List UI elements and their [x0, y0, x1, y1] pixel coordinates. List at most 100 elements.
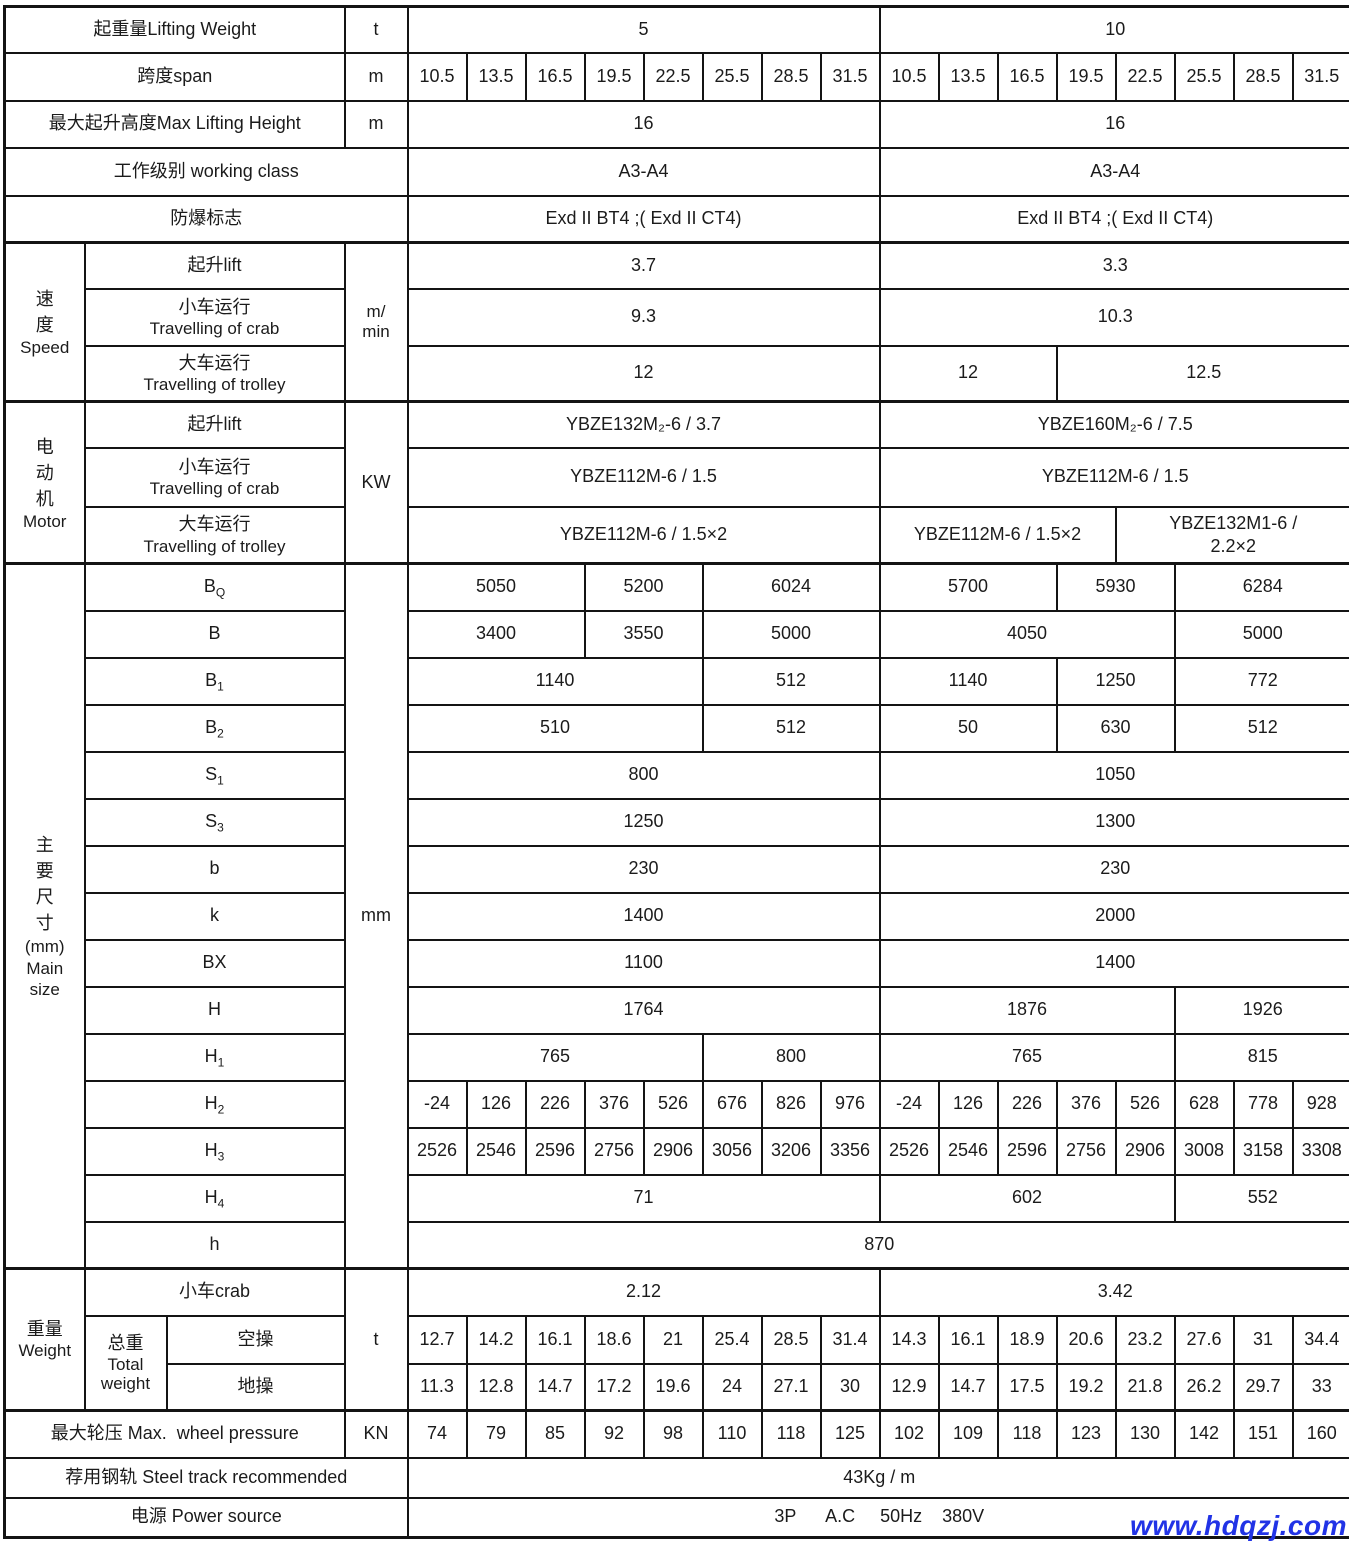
motor-trolley-zh: 大车运行: [86, 513, 344, 536]
h1-value: 800: [703, 1034, 880, 1081]
speed-crab-en: Travelling of crab: [86, 319, 344, 339]
speed-unit: m/ min: [345, 243, 408, 402]
h3-value: 3206: [762, 1128, 821, 1175]
speed-trolley-10t-a: 12: [880, 346, 1057, 402]
k-value: 2000: [880, 893, 1349, 940]
size-section-en: (mm) Main size: [20, 936, 70, 1000]
row-size-h4: H4 71 602 552: [5, 1175, 1349, 1222]
weight-air-value: 25.4: [703, 1316, 762, 1364]
max-height-10t: 16: [880, 101, 1349, 148]
speed-crab-5t: 9.3: [408, 289, 880, 346]
row-motor-lift: 电动机 Motor 起升lift KW YBZE132M₂-6 / 3.7 YB…: [5, 402, 1349, 448]
span-value: 19.5: [585, 53, 644, 101]
speed-section-label: 速度 Speed: [5, 243, 85, 402]
h2-value: 628: [1175, 1081, 1234, 1128]
size-row-label-hsm: h: [85, 1222, 345, 1269]
weight-ground-value: 21.8: [1116, 1364, 1175, 1411]
h3-value: 2756: [1057, 1128, 1116, 1175]
span-value: 25.5: [703, 53, 762, 101]
h2-value: 226: [998, 1081, 1057, 1128]
h-value: 1876: [880, 987, 1175, 1034]
working-class-5t: A3-A4: [408, 148, 880, 196]
span-value: 28.5: [1234, 53, 1293, 101]
size-row-label-s3: S3: [85, 799, 345, 846]
motor-section-zh: 电动机: [35, 434, 55, 512]
weight-air-value: 16.1: [939, 1316, 998, 1364]
motor-crab-en: Travelling of crab: [86, 479, 344, 499]
weight-air-value: 23.2: [1116, 1316, 1175, 1364]
size-row-label-k: k: [85, 893, 345, 940]
h1-value: 815: [1175, 1034, 1349, 1081]
h2-value: 226: [526, 1081, 585, 1128]
motor-section-en: Motor: [6, 512, 84, 532]
row-motor-trolley: 大车运行 Travelling of trolley YBZE112M-6 / …: [5, 507, 1349, 564]
weight-ground-value: 26.2: [1175, 1364, 1234, 1411]
weight-ground-value: 29.7: [1234, 1364, 1293, 1411]
weight-ground-value: 11.3: [408, 1364, 467, 1411]
h2-value: 676: [703, 1081, 762, 1128]
ex-mark-10t: Exd II BT4 ;( Exd II CT4): [880, 196, 1349, 243]
size-row-label-bsm: b: [85, 846, 345, 893]
h3-value: 2906: [644, 1128, 703, 1175]
ex-mark-label: 防爆标志: [5, 196, 408, 243]
span-label: 跨度span: [5, 53, 345, 101]
speed-trolley-10t-b: 12.5: [1057, 346, 1349, 402]
wheel-value: 130: [1116, 1411, 1175, 1458]
wheel-pressure-unit: KN: [345, 1411, 408, 1458]
weight-air-value: 12.7: [408, 1316, 467, 1364]
row-ex-mark: 防爆标志 Exd II BT4 ;( Exd II CT4) Exd II BT…: [5, 196, 1349, 243]
row-speed-lift: 速度 Speed 起升lift m/ min 3.7 3.3: [5, 243, 1349, 289]
motor-trolley-en: Travelling of trolley: [86, 537, 344, 557]
watermark-link[interactable]: www.hdqzj.com: [1130, 1510, 1347, 1542]
weight-crab-10t: 3.42: [880, 1269, 1349, 1316]
h3-value: 2596: [526, 1128, 585, 1175]
bq-value: 5050: [408, 564, 585, 611]
speed-crab-10t: 10.3: [880, 289, 1349, 346]
weight-ground-value: 19.2: [1057, 1364, 1116, 1411]
weight-total-zh: 总重: [86, 1332, 166, 1355]
h3-value: 2546: [939, 1128, 998, 1175]
row-span: 跨度span m 10.5 13.5 16.5 19.5 22.5 25.5 2…: [5, 53, 1349, 101]
h2-value: 526: [644, 1081, 703, 1128]
h1-value: 765: [880, 1034, 1175, 1081]
weight-ground-value: 19.6: [644, 1364, 703, 1411]
b1-value: 512: [703, 658, 880, 705]
s1-value: 800: [408, 752, 880, 799]
row-size-hsm: h 870: [5, 1222, 1349, 1269]
size-row-label-h4: H4: [85, 1175, 345, 1222]
span-value: 31.5: [821, 53, 880, 101]
h2-value: 778: [1234, 1081, 1293, 1128]
motor-trolley-label: 大车运行 Travelling of trolley: [85, 507, 345, 564]
steel-track-value: 43Kg / m: [408, 1458, 1349, 1498]
s1-value: 1050: [880, 752, 1349, 799]
row-working-class: 工作级别 working class A3-A4 A3-A4: [5, 148, 1349, 196]
h4-value: 552: [1175, 1175, 1349, 1222]
size-row-label-s1: S1: [85, 752, 345, 799]
size-section-label: 主要尺寸 (mm) Main size: [5, 564, 85, 1269]
b1-value: 1140: [880, 658, 1057, 705]
wheel-value: 123: [1057, 1411, 1116, 1458]
motor-lift-label: 起升lift: [85, 402, 345, 448]
motor-lift-10t: YBZE160M₂-6 / 7.5: [880, 402, 1349, 448]
size-row-label-h1: H1: [85, 1034, 345, 1081]
wheel-value: 109: [939, 1411, 998, 1458]
speed-unit-line1: m/: [346, 302, 407, 322]
weight-air-value: 27.6: [1175, 1316, 1234, 1364]
working-class-label: 工作级别 working class: [5, 148, 408, 196]
motor-unit: KW: [345, 402, 408, 564]
bsm-value: 230: [408, 846, 880, 893]
h3-value: 2756: [585, 1128, 644, 1175]
speed-trolley-label: 大车运行 Travelling of trolley: [85, 346, 345, 402]
wheel-value: 125: [821, 1411, 880, 1458]
wheel-value: 74: [408, 1411, 467, 1458]
h3-value: 2596: [998, 1128, 1057, 1175]
weight-air-value: 21: [644, 1316, 703, 1364]
span-value: 16.5: [526, 53, 585, 101]
hsm-value: 870: [408, 1222, 1349, 1269]
h3-value: 2526: [408, 1128, 467, 1175]
h2-value: 126: [467, 1081, 526, 1128]
row-size-s1: S1 800 1050: [5, 752, 1349, 799]
weight-ground-value: 30: [821, 1364, 880, 1411]
bx-value: 1100: [408, 940, 880, 987]
row-lifting-weight: 起重量Lifting Weight t 5 10: [5, 7, 1349, 53]
